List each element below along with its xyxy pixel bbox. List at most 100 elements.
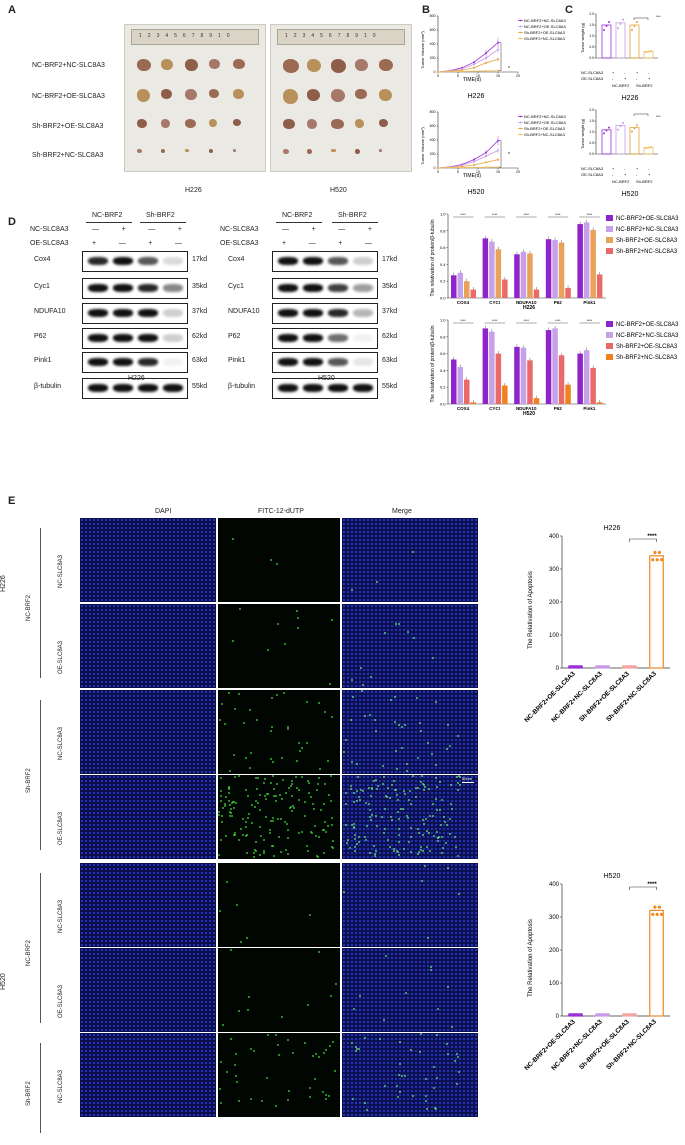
green-signal [254,848,257,851]
blot-band [88,334,108,342]
green-signal [351,761,354,764]
significance-bracket [629,538,657,542]
green-signal [374,729,377,732]
tumor [209,89,219,98]
data-point [631,130,633,133]
green-signal [427,832,430,835]
legend-swatch [606,226,613,232]
y-tick-label: 400 [549,882,560,888]
legend-swatch [606,343,613,349]
green-signal [429,965,432,968]
x-tick-label: 10 [476,170,480,174]
y-tick-label: 1.0 [589,34,594,38]
green-signal [458,1070,461,1073]
group-bracket [40,528,41,678]
green-signal [241,833,244,836]
blot-band [278,309,298,317]
tumor [161,89,172,99]
green-signal [397,798,400,801]
blot-band [113,257,133,265]
y-axis-label: The Relativation of Apoptosis [528,919,534,997]
x-tick-label: 0 [437,170,439,174]
green-signal [428,787,431,790]
green-signal [436,1077,439,1080]
green-signal [380,816,383,819]
y-tick-label: 0.2 [440,385,446,390]
green-signal [363,1037,366,1040]
green-signal [354,1049,357,1052]
green-signal [356,776,359,779]
green-signal [446,723,449,726]
row-name-oe: OE-SLC8A3 [220,240,259,247]
green-signal [449,818,452,821]
green-signal [330,995,333,998]
scale-bar [462,782,474,783]
green-signal [232,754,235,757]
green-signal [351,589,354,592]
green-signal [450,1025,453,1028]
green-signal [331,816,334,819]
group-bracket [40,700,41,850]
data-point [473,163,475,166]
green-signal [424,1078,427,1081]
green-signal [396,793,399,796]
green-signal [250,803,253,806]
green-signal [279,794,282,797]
green-signal [219,776,222,779]
tumor [379,119,389,128]
protein-label: P62 [228,333,241,340]
legend-entry: Sh-BRF2+OE-SLC8A3 [616,344,678,350]
legend-entry: Sh-BRF2+OE-SLC8A3 [524,126,566,131]
category-label: NDUFA10 [516,300,537,305]
green-signal [220,800,223,803]
green-signal [450,803,453,806]
bar [482,328,489,404]
tumor [233,89,244,99]
green-signal [255,800,258,803]
green-signal [353,822,356,825]
green-signal [223,723,226,726]
significance-marker: **** [492,319,498,323]
y-tick-label: 300 [549,567,560,573]
green-signal [234,708,237,711]
category-label: NDUFA10 [516,406,537,411]
green-signal [317,782,320,785]
data-point [636,21,638,24]
green-signal [236,904,239,907]
green-signal [234,1064,237,1067]
green-signal [383,632,386,635]
data-point [437,167,439,169]
green-signal [359,788,362,791]
green-signal [456,1083,459,1086]
green-signal [319,768,322,771]
y-tick-label: 0 [434,166,436,170]
green-signal [356,800,359,803]
bar [457,272,463,298]
green-signal [402,848,405,851]
green-signal [237,693,240,696]
green-signal [434,1108,437,1111]
kd-label: 63kd [192,357,208,364]
green-signal [420,775,423,778]
group-underline [276,222,322,223]
blot-band [113,284,133,292]
green-signal [391,818,394,821]
protein-label: β-tubulin [228,383,255,390]
green-signal [290,809,293,812]
tumor [233,149,236,152]
significance-marker: **** [587,319,593,323]
legend-entry: Sh-BRF2+NC-SLC8A3 [524,36,566,41]
merge-image [342,948,478,1032]
legend-entry: NC-BRF2+NC-SLC8A3 [524,114,566,119]
category-label: Sh-BRF2+OE-SLC8A3 [578,1018,631,1071]
blot-strip [272,251,378,272]
green-signal [263,795,266,798]
green-signal [308,781,311,784]
green-signal [235,801,238,804]
blot-band [88,358,108,366]
green-signal [272,795,275,798]
sign-row: — + — + [282,226,372,233]
tumor-row-label: Sh-BRF2+NC-SLC8A3 [32,152,104,159]
blot-band [303,284,323,292]
y-tick-label: 0.0 [589,152,594,156]
